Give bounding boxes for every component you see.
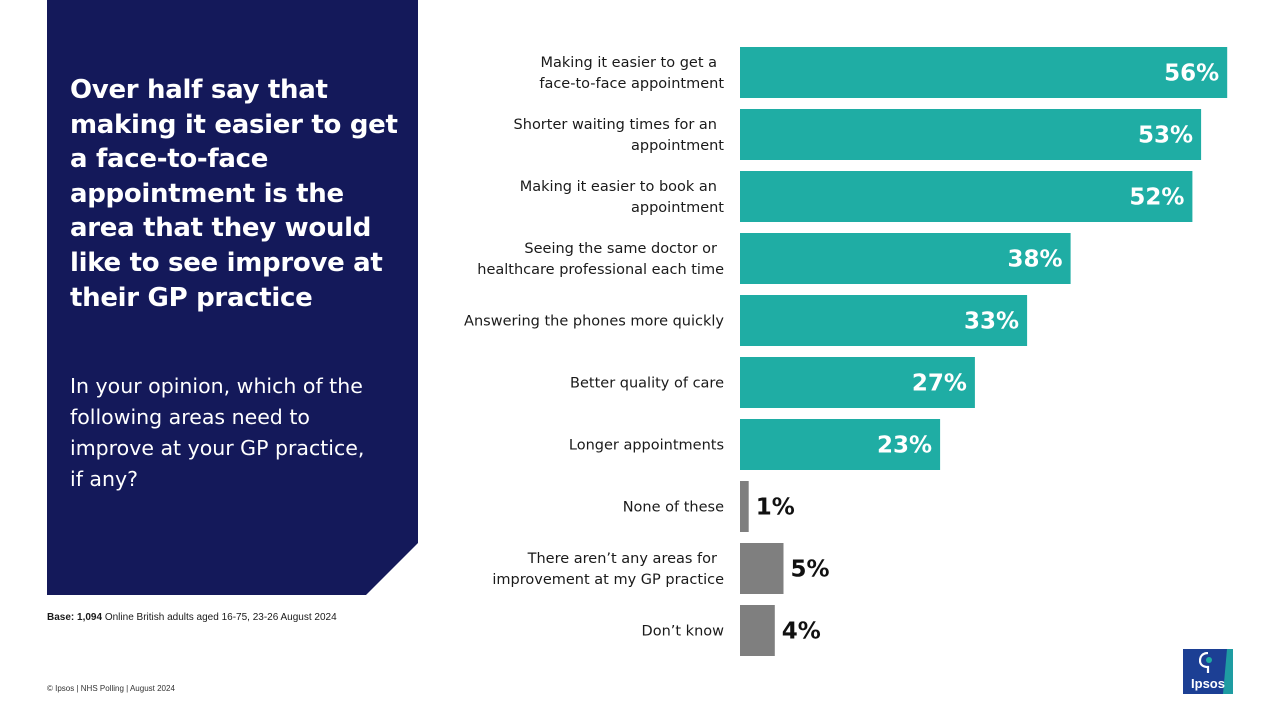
value-label-2: 53% xyxy=(1138,123,1193,149)
logo-stripe xyxy=(1223,649,1233,694)
category-label-3: Making it easier to book an appointment xyxy=(520,179,725,216)
logo-mark-icon xyxy=(1199,652,1212,673)
left-panel: Over half say that making it easier to g… xyxy=(47,0,418,595)
value-label-3: 52% xyxy=(1129,185,1184,211)
headline: Over half say that making it easier to g… xyxy=(70,75,398,313)
category-label-10: Don’t know xyxy=(642,624,725,640)
bar-8 xyxy=(740,481,749,532)
bar-9 xyxy=(740,543,784,594)
value-label-4: 38% xyxy=(1008,247,1063,273)
value-label-6: 27% xyxy=(912,371,967,397)
value-label-9: 5% xyxy=(791,557,830,583)
base-label: Base: xyxy=(47,612,75,623)
footer-copyright: © Ipsos | NHS Polling | August 2024 xyxy=(47,684,175,693)
bar-5 xyxy=(740,295,1028,346)
category-label-7: Longer appointments xyxy=(569,438,724,454)
category-label-6: Better quality of care xyxy=(570,376,724,392)
base-description: Online British adults aged 16-75, 23-26 … xyxy=(104,612,337,623)
category-label-4: Seeing the same doctor or healthcare prof… xyxy=(477,241,724,278)
bar-3 xyxy=(740,171,1193,222)
base-count: 1,094 xyxy=(77,612,103,623)
ipsos-logo: Ipsos xyxy=(1183,649,1233,694)
bar-7 xyxy=(740,419,941,470)
value-label-7: 23% xyxy=(877,433,932,459)
value-label-5: 33% xyxy=(964,309,1019,335)
category-label-8: None of these xyxy=(623,500,724,516)
logo-text: Ipsos xyxy=(1191,676,1225,691)
category-label-5: Answering the phones more quickly xyxy=(464,314,724,330)
value-label-8: 1% xyxy=(756,495,795,521)
category-label-1: Making it easier to get a face-to-face ap… xyxy=(539,55,724,92)
category-label-9: There aren’t any areas for improvement at… xyxy=(492,551,724,588)
survey-question: In your opinion, which of the following … xyxy=(70,374,365,491)
bar-1 xyxy=(740,47,1228,98)
category-label-2: Shorter waiting times for an appointment xyxy=(514,117,725,154)
value-label-1: 56% xyxy=(1164,61,1219,87)
bar-6 xyxy=(740,357,975,408)
bar-10 xyxy=(740,605,775,656)
bar-2 xyxy=(740,109,1202,160)
bar-4 xyxy=(740,233,1071,284)
value-label-10: 4% xyxy=(782,619,821,645)
base-note: Base: 1,094 Online British adults aged 1… xyxy=(47,612,337,623)
